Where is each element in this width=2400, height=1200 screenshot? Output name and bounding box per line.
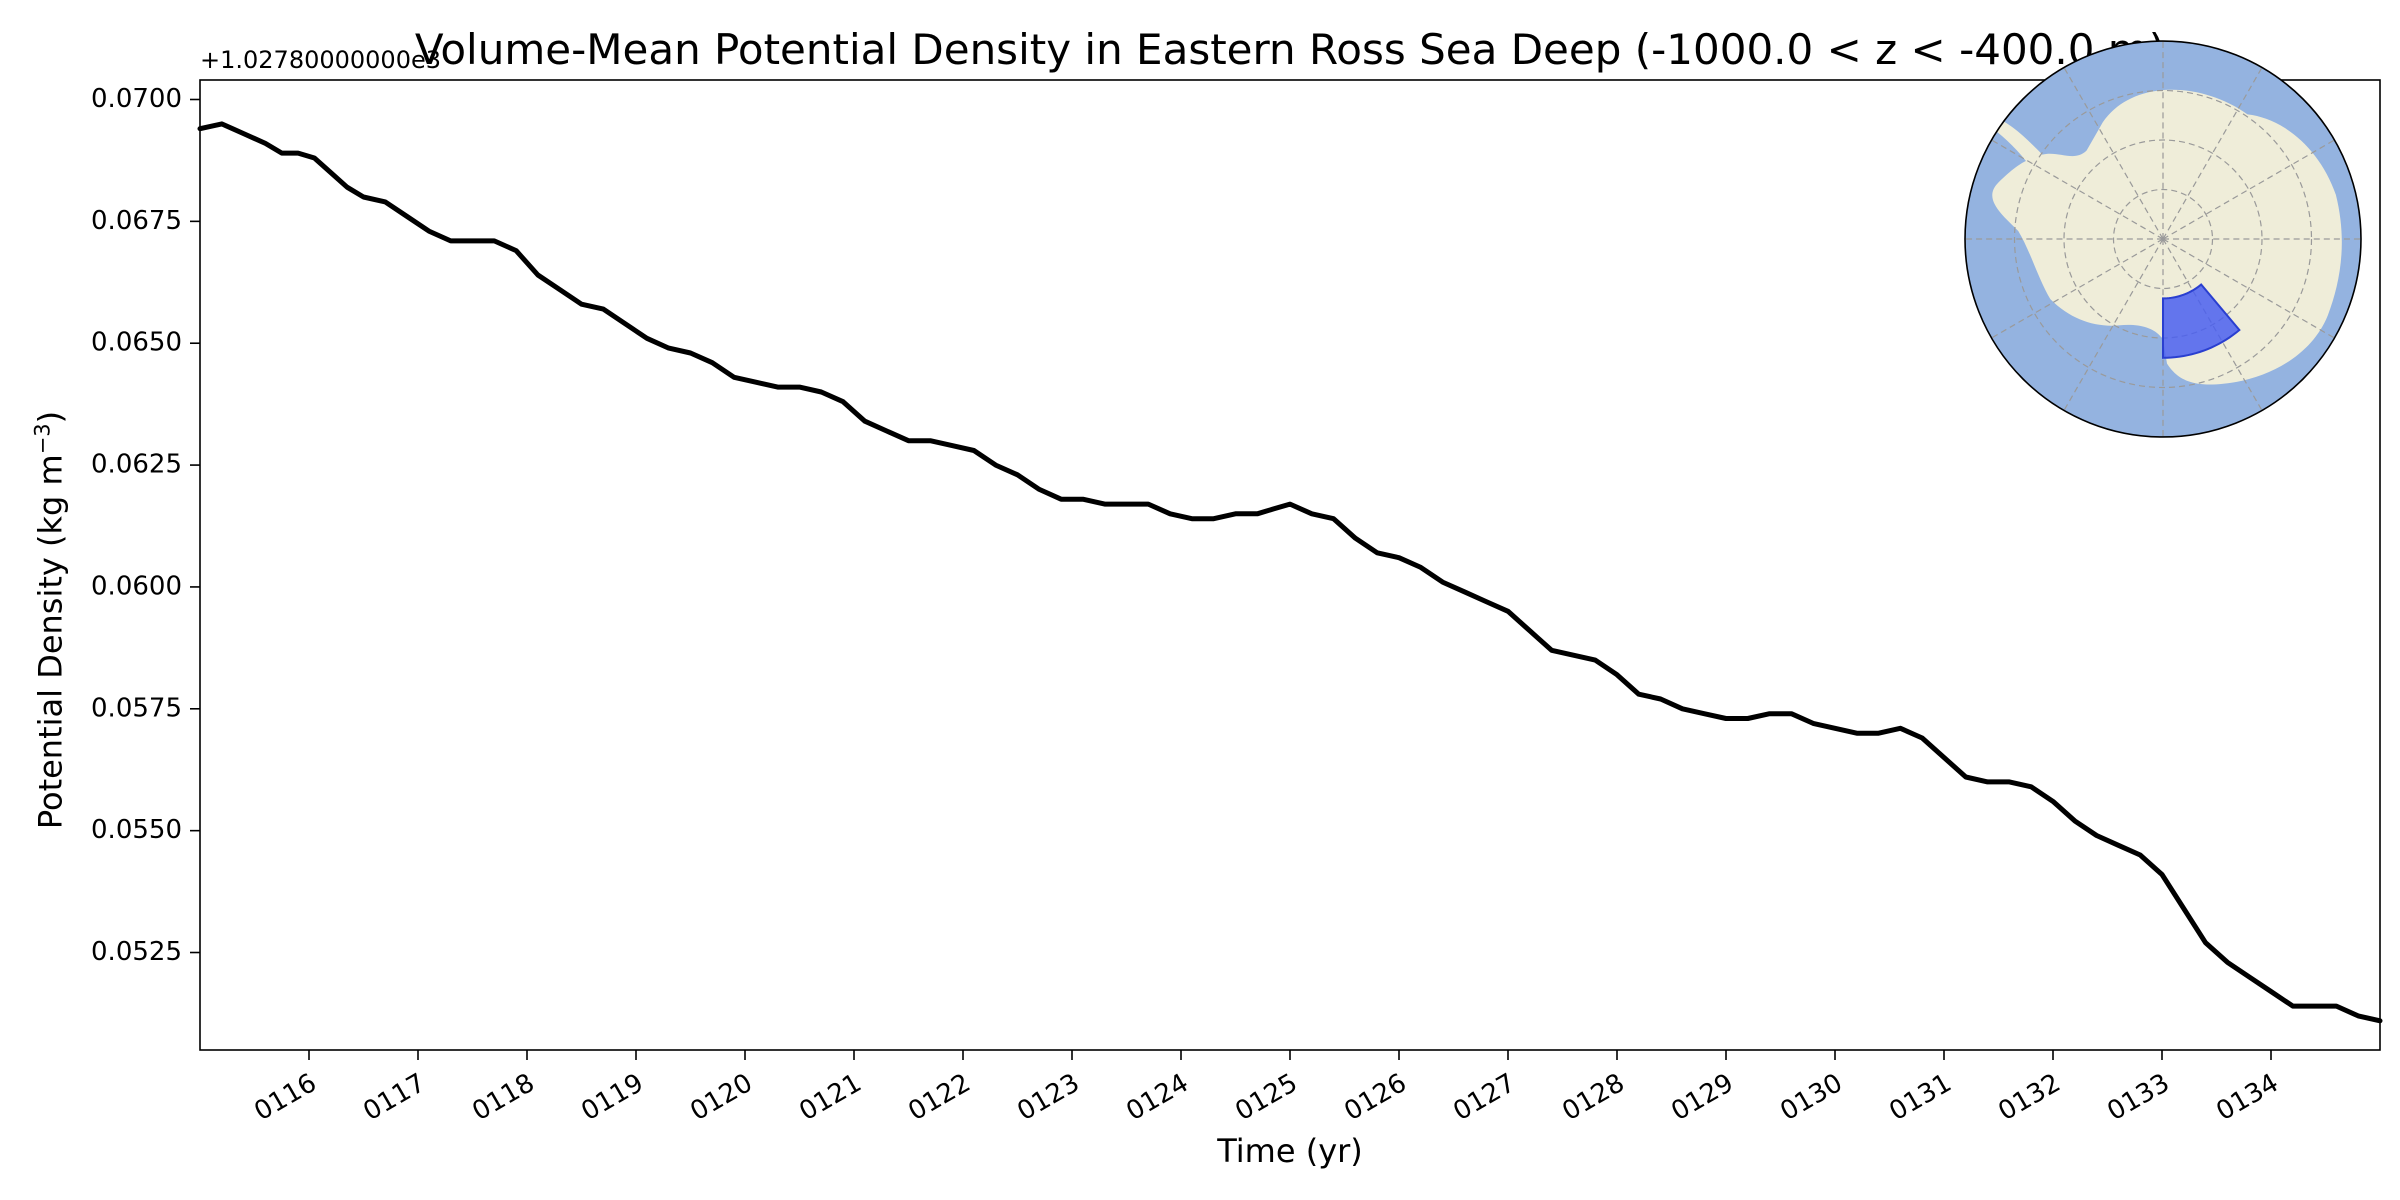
x-tick-label: 0116 — [249, 1068, 321, 1127]
density-series-line — [197, 121, 2383, 1024]
x-tick-label: 0117 — [358, 1068, 430, 1127]
x-tick-label: 0124 — [1121, 1068, 1193, 1127]
y-axis-label: Potential Density (kg m−3) — [31, 411, 70, 829]
y-axis-offset-text: +1.02780000000e3 — [200, 46, 442, 74]
y-axis-label-exponent: −3 — [30, 423, 55, 455]
y-tick-label: 0.0700 — [91, 84, 182, 114]
x-tick-label: 0122 — [903, 1068, 975, 1127]
x-tick-label: 0128 — [1557, 1068, 1629, 1127]
meridian-line — [2162, 67, 2263, 240]
meridian-line — [2063, 67, 2164, 240]
x-tick-label: 0123 — [1012, 1068, 1084, 1127]
y-tick-label: 0.0675 — [91, 206, 182, 236]
y-tick-label: 0.0650 — [91, 328, 182, 358]
y-axis-label-text: Potential Density (kg m — [31, 454, 70, 830]
x-tick-label: 0120 — [685, 1068, 757, 1127]
antarctic-peninsula — [1990, 118, 2043, 167]
x-tick-label: 0119 — [576, 1068, 648, 1127]
x-tick-label: 0129 — [1666, 1068, 1738, 1127]
antarctica-inset-map — [1964, 40, 2362, 438]
x-tick-label: 0132 — [1993, 1068, 2065, 1127]
chart-title: Volume-Mean Potential Density in Eastern… — [414, 25, 2166, 74]
x-tick-label: 0127 — [1448, 1068, 1520, 1127]
meridian-line — [1991, 139, 2164, 240]
x-tick-label: 0125 — [1230, 1068, 1302, 1127]
axes-frame — [199, 79, 2381, 1051]
meridian-line — [2162, 238, 2335, 339]
meridian-line — [1991, 238, 2164, 339]
meridian-line — [2162, 139, 2335, 240]
x-tick-label: 0131 — [1884, 1068, 1956, 1127]
y-tick-label: 0.0625 — [91, 450, 182, 480]
meridian-line — [2063, 238, 2164, 411]
y-tick-label: 0.0550 — [91, 815, 182, 845]
x-tick-label: 0133 — [2102, 1068, 2174, 1127]
x-tick-label: 0118 — [467, 1068, 539, 1127]
eastern-ross-sea-region — [2161, 283, 2241, 359]
latitude-circle — [2112, 188, 2214, 290]
x-tick-label: 0134 — [2211, 1068, 2283, 1127]
latitude-circle — [2013, 89, 2313, 389]
y-tick-label: 0.0525 — [91, 937, 182, 967]
x-tick-label: 0126 — [1339, 1068, 1411, 1127]
y-tick-label: 0.0575 — [91, 693, 182, 723]
x-tick-label: 0130 — [1775, 1068, 1847, 1127]
x-tick-label: 0121 — [794, 1068, 866, 1127]
meridian-line — [2162, 238, 2263, 411]
y-tick-label: 0.0600 — [91, 571, 182, 601]
y-axis-label-close: ) — [31, 410, 70, 424]
inset-boundary — [1964, 40, 2362, 438]
x-axis-label: Time (yr) — [1217, 1132, 1363, 1170]
